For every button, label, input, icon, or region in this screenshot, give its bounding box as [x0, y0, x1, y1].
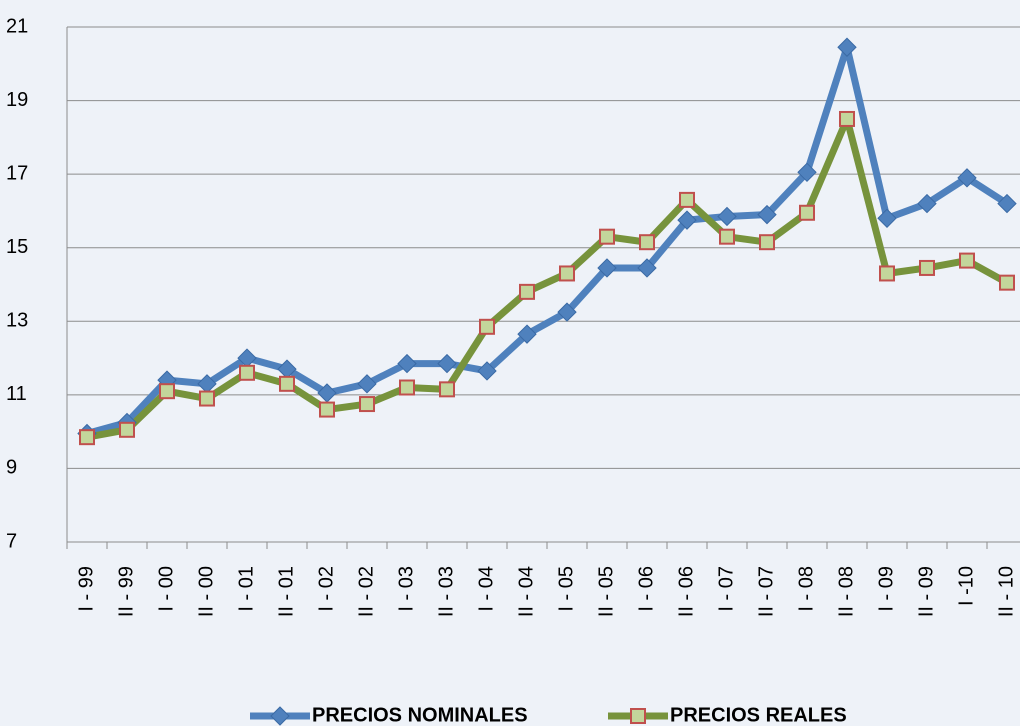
- x-tick-label: I - 05: [555, 566, 577, 612]
- y-tick-label: 17: [6, 162, 28, 184]
- point: [477, 361, 497, 381]
- point: [319, 401, 335, 418]
- x-tick-label: I - 07: [715, 566, 737, 612]
- point: [439, 381, 455, 398]
- x-tick-label: I - 03: [395, 566, 417, 612]
- point: [917, 193, 937, 214]
- x-tick-label: I - 02: [315, 566, 337, 612]
- point: [517, 324, 537, 344]
- point: [997, 193, 1017, 214]
- point: [957, 168, 977, 188]
- point: [999, 274, 1015, 291]
- point: [597, 258, 617, 278]
- legend-marker: [270, 706, 290, 726]
- x-tick-label: II - 04: [515, 566, 537, 617]
- point: [959, 252, 975, 269]
- y-tick-label: 13: [6, 310, 28, 332]
- x-tick-label: II - 01: [275, 566, 297, 617]
- legend-label: PRECIOS NOMINALES: [312, 704, 528, 726]
- point: [279, 375, 295, 392]
- x-tick-label: I - 08: [795, 566, 817, 612]
- point: [759, 234, 775, 251]
- point: [599, 228, 615, 245]
- point: [837, 37, 857, 57]
- y-tick-label: 11: [6, 383, 27, 405]
- point: [397, 353, 417, 374]
- point: [559, 265, 575, 282]
- y-tick-label: 7: [6, 530, 17, 552]
- point: [239, 364, 255, 381]
- point: [637, 258, 657, 278]
- x-tick-label: II - 05: [595, 566, 617, 617]
- x-tick-label: II - 03: [435, 566, 457, 617]
- x-tick-label: II - 10: [995, 566, 1017, 617]
- x-tick-label: II - 00: [195, 566, 217, 617]
- x-tick-label: II - 02: [355, 566, 377, 617]
- point: [357, 374, 377, 394]
- x-tick-label: II - 07: [755, 566, 777, 617]
- point: [839, 110, 855, 127]
- point: [879, 265, 895, 282]
- point: [79, 429, 95, 446]
- legend-marker: [630, 708, 646, 724]
- point: [679, 191, 695, 208]
- x-tick-label: I - 09: [875, 566, 897, 612]
- x-tick-label: I - 99: [75, 566, 97, 612]
- x-tick-label: II - 09: [915, 566, 937, 617]
- point: [479, 318, 495, 335]
- point: [677, 210, 697, 230]
- x-tick-label: I - 00: [155, 566, 177, 612]
- x-tick-label: I - 04: [475, 566, 497, 612]
- point: [719, 228, 735, 245]
- point: [557, 302, 577, 322]
- y-tick-label: 21: [6, 15, 28, 37]
- point: [919, 259, 935, 276]
- x-tick-label: I - 06: [635, 566, 657, 612]
- point: [199, 390, 215, 407]
- x-tick-label: II - 08: [835, 566, 857, 617]
- point: [399, 379, 415, 396]
- point: [877, 208, 897, 228]
- point: [119, 421, 135, 438]
- y-tick-label: 19: [6, 89, 28, 111]
- series-line: [86, 43, 1009, 437]
- point: [797, 162, 817, 183]
- point: [717, 206, 737, 227]
- x-tick-label: I - 01: [235, 566, 257, 612]
- legend-label: PRECIOS REALES: [670, 704, 847, 726]
- point: [639, 234, 655, 251]
- point: [159, 383, 175, 400]
- y-tick-label: 9: [6, 457, 17, 479]
- x-tick-label: II - 06: [675, 566, 697, 617]
- x-tick-label: I -10: [955, 566, 977, 606]
- point: [437, 353, 457, 374]
- point: [799, 204, 815, 221]
- point: [519, 283, 535, 300]
- point: [359, 396, 375, 413]
- point: [757, 204, 777, 225]
- y-tick-label: 15: [6, 236, 28, 258]
- x-tick-label: II - 99: [115, 566, 137, 617]
